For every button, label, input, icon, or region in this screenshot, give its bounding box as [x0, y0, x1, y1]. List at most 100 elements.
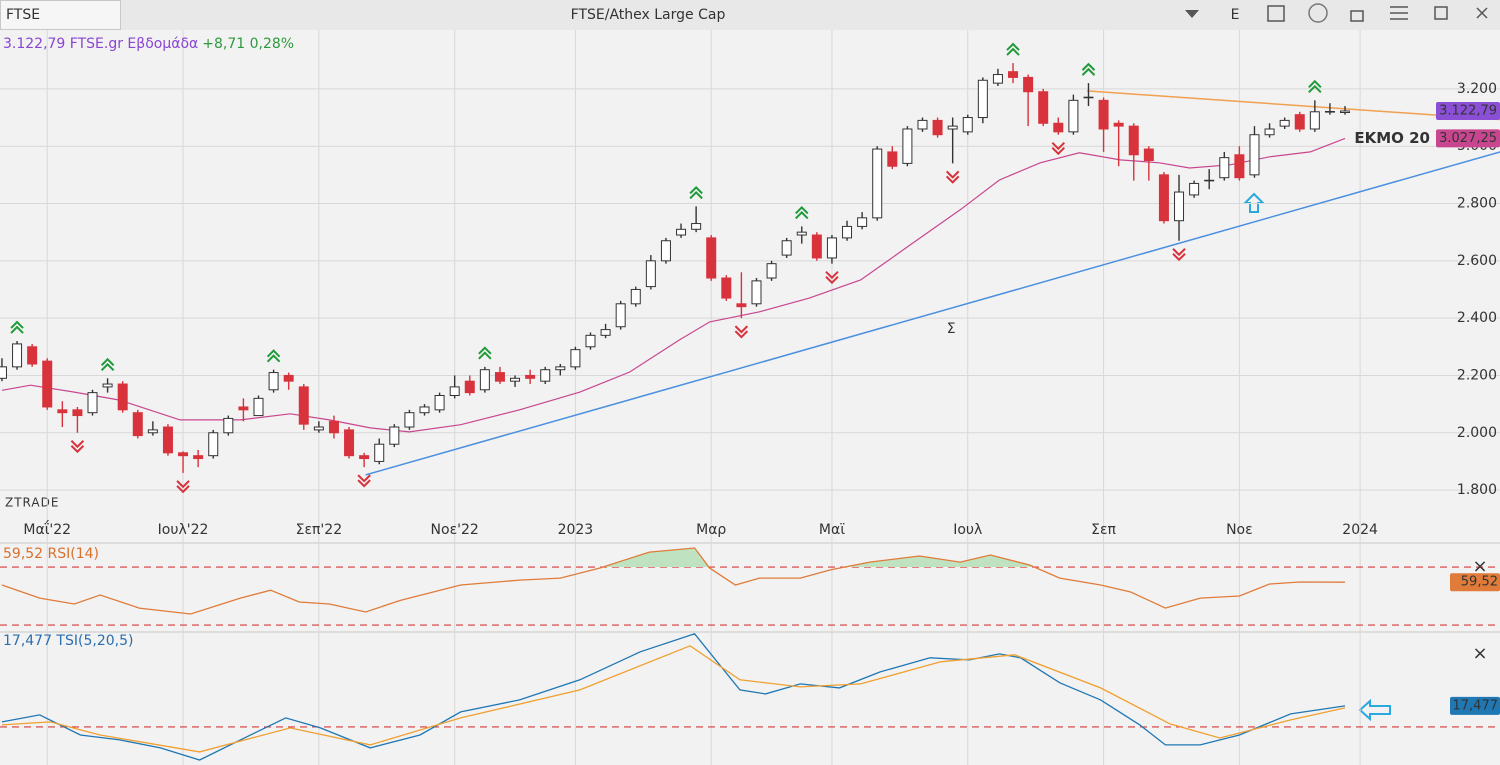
up-signal	[478, 346, 492, 360]
candle-body	[193, 455, 204, 460]
candle-body	[1143, 148, 1154, 162]
up-signal	[266, 349, 281, 363]
candle-body	[1189, 182, 1200, 196]
candle-body	[1309, 111, 1320, 130]
y-tick-label: 2.800	[1457, 196, 1497, 212]
candle-body	[525, 374, 536, 379]
down-signal	[357, 474, 371, 488]
candle-body	[298, 386, 309, 425]
x-tick-label: 2024	[1342, 522, 1378, 538]
title: 3.122,79 FTSE.gr Εβδομάδα	[3, 36, 198, 52]
restore-icon[interactable]	[1434, 6, 1448, 20]
up-signal	[1308, 79, 1322, 94]
last-price-label: 3.122,79	[1439, 104, 1497, 119]
candle-body	[842, 225, 853, 239]
last-value-box	[1450, 573, 1500, 592]
candle-body	[736, 303, 747, 308]
y-tick-label: 1.800	[1457, 482, 1497, 498]
annotation: Σ	[947, 321, 956, 337]
candle-body	[42, 360, 53, 408]
last-value-label: 3.027,25	[1439, 131, 1497, 146]
candle-body	[781, 240, 792, 256]
candle-body	[751, 280, 762, 305]
panel-title: 17,477 TSI(5,20,5)	[3, 633, 133, 649]
last-value-box	[1436, 129, 1500, 148]
down-signal	[945, 170, 960, 184]
candle-body	[1158, 174, 1169, 222]
candle-body	[374, 443, 385, 462]
menu-icon[interactable]	[1390, 6, 1408, 20]
series-name: ΕΚΜΟ 20	[1354, 129, 1430, 147]
candle-body	[27, 346, 38, 365]
candle-body	[1008, 71, 1019, 78]
candle-body	[1068, 99, 1079, 133]
x-tick-label: Μαϊ	[819, 522, 845, 538]
candle-body	[494, 372, 505, 382]
moving-average	[1, 137, 1346, 433]
candle-body	[1098, 99, 1109, 130]
candle-body	[1294, 114, 1305, 130]
candle-body	[1128, 125, 1139, 156]
subtitle: +8,71 0,28%	[202, 36, 294, 52]
up-signal	[10, 320, 24, 334]
up-signal	[100, 357, 115, 372]
candle-body	[419, 406, 430, 414]
candle-body	[223, 417, 234, 434]
candle-body	[117, 383, 128, 411]
tab[interactable]	[0, 0, 121, 30]
lock-icon[interactable]	[1350, 10, 1364, 22]
x-tick-label: Σεπ'22	[296, 522, 343, 538]
x-tick-label: Νοε	[1226, 522, 1253, 538]
candle-body	[887, 151, 898, 167]
candle-body	[1264, 128, 1275, 136]
candle-body	[1053, 122, 1064, 133]
indicator-line	[1, 547, 1346, 615]
candle-body	[706, 237, 717, 279]
candle-body	[359, 455, 370, 460]
candle-body	[132, 412, 143, 437]
candle-body	[615, 303, 626, 328]
candle-body	[766, 263, 777, 279]
close-icon[interactable]	[1476, 7, 1488, 19]
close-button[interactable]: ×	[1472, 556, 1487, 577]
up-signal	[1081, 62, 1096, 76]
candle-body	[253, 397, 264, 417]
candle-body	[162, 426, 173, 454]
x-tick-label: Μαρ	[696, 522, 726, 538]
overbought-fill	[602, 548, 1035, 568]
up-signal	[795, 206, 809, 220]
last-value-label: 17,477	[1453, 698, 1499, 713]
candle-body	[721, 277, 732, 299]
candle-body	[328, 420, 339, 434]
candle-body	[932, 119, 943, 136]
title: 59,52 RSI(14)	[3, 546, 99, 562]
candle-body	[1174, 191, 1185, 222]
candle-body	[313, 426, 324, 431]
candle-body	[238, 406, 249, 411]
close-button[interactable]: ×	[1472, 643, 1487, 664]
candle-body	[585, 334, 596, 348]
candle-body	[479, 369, 490, 391]
candle-body	[57, 409, 68, 414]
candle-body	[917, 119, 928, 130]
panel-icon[interactable]	[1267, 5, 1285, 22]
candle-body	[962, 117, 973, 133]
candle-body	[645, 260, 656, 288]
candle-body	[87, 392, 98, 414]
candle-body	[977, 79, 988, 119]
dropdown-icon[interactable]	[1185, 10, 1199, 18]
quote-icon[interactable]	[1308, 3, 1328, 23]
trendline	[365, 151, 1500, 476]
window-title: FTSE/Athex Large Cap	[571, 7, 726, 23]
candle-body	[660, 240, 671, 262]
candle-body	[344, 429, 355, 457]
candle-body	[283, 374, 294, 382]
trendline	[1086, 90, 1500, 121]
x-tick-label: Σεπ	[1091, 522, 1116, 538]
e-button[interactable]: E	[1231, 7, 1240, 23]
candle-body	[1234, 154, 1245, 179]
candle-body	[992, 74, 1003, 84]
x-tick-label: Μαΐ'22	[23, 520, 71, 538]
